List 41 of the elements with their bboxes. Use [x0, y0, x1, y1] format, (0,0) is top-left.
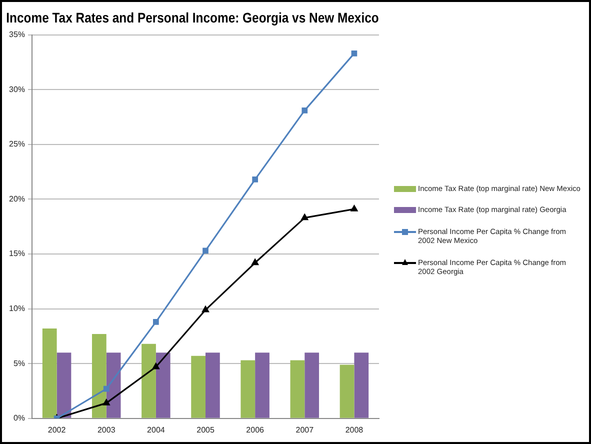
y-tick-label: 20% [8, 194, 26, 204]
x-tick-label: 2003 [97, 425, 116, 434]
y-tick-label: 10% [8, 304, 26, 314]
point [301, 214, 308, 220]
bar [354, 352, 369, 418]
chart-title: Income Tax Rates and Personal Income: Georgia vs New Mexico [6, 9, 379, 26]
bar [156, 352, 170, 418]
bar [290, 360, 305, 418]
x-tick-label: 2008 [345, 425, 364, 434]
point [350, 205, 358, 212]
x-tick-label: 2005 [196, 425, 215, 434]
bar [206, 352, 220, 418]
point [351, 50, 358, 56]
x-tick-label: 2004 [147, 425, 166, 434]
y-tick-label: 5% [13, 358, 26, 368]
y-tick-label: 25% [8, 140, 26, 149]
x-tick-label: 2007 [296, 425, 314, 434]
bar [42, 328, 57, 418]
point [153, 319, 159, 325]
bar [191, 356, 206, 418]
point [202, 248, 208, 254]
bar [255, 352, 270, 418]
bar [304, 352, 320, 418]
y-tick-label: 0% [13, 414, 26, 423]
y-tick-label: 35% [8, 30, 26, 40]
point [302, 108, 308, 114]
point [102, 399, 110, 406]
bar [340, 364, 354, 418]
point [103, 386, 110, 392]
point [152, 363, 160, 370]
x-tick-label: 2006 [246, 425, 265, 434]
point [252, 176, 258, 182]
y-tick-label: 30% [8, 84, 26, 94]
point [252, 258, 258, 266]
bar [240, 360, 256, 418]
bar [56, 352, 72, 418]
bar [92, 334, 106, 418]
point [202, 306, 209, 312]
y-tick-label: 15% [8, 249, 26, 258]
x-tick-label: 2002 [48, 425, 66, 434]
bar [142, 344, 156, 418]
